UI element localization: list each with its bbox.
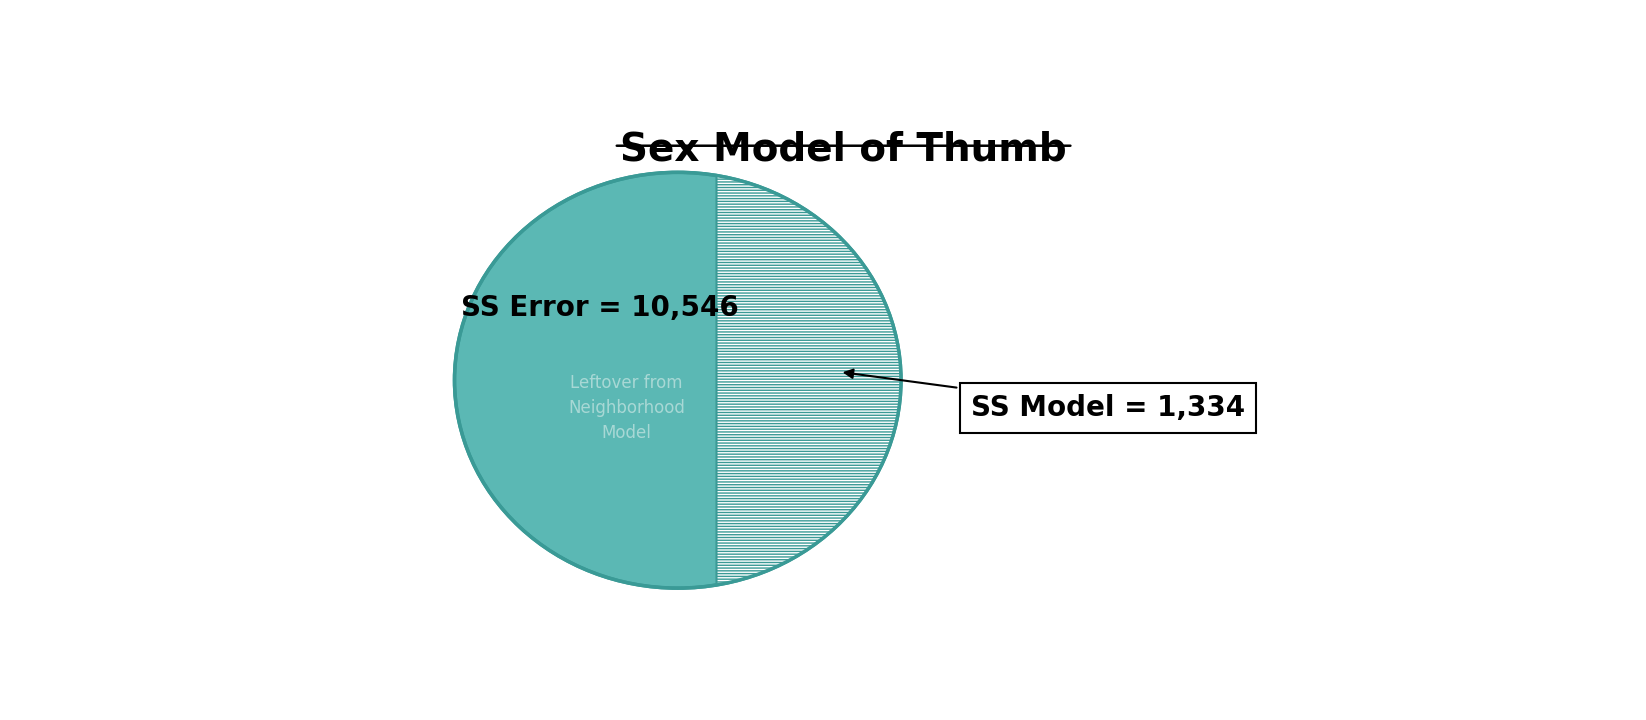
Text: SS Error = 10,546: SS Error = 10,546 <box>461 294 739 322</box>
Text: Sex Model of Thumb: Sex Model of Thumb <box>621 131 1067 168</box>
Ellipse shape <box>454 172 900 588</box>
Polygon shape <box>716 176 900 585</box>
Text: Leftover from
Neighborhood
Model: Leftover from Neighborhood Model <box>568 374 685 442</box>
Text: SS Model = 1,334: SS Model = 1,334 <box>844 369 1246 422</box>
